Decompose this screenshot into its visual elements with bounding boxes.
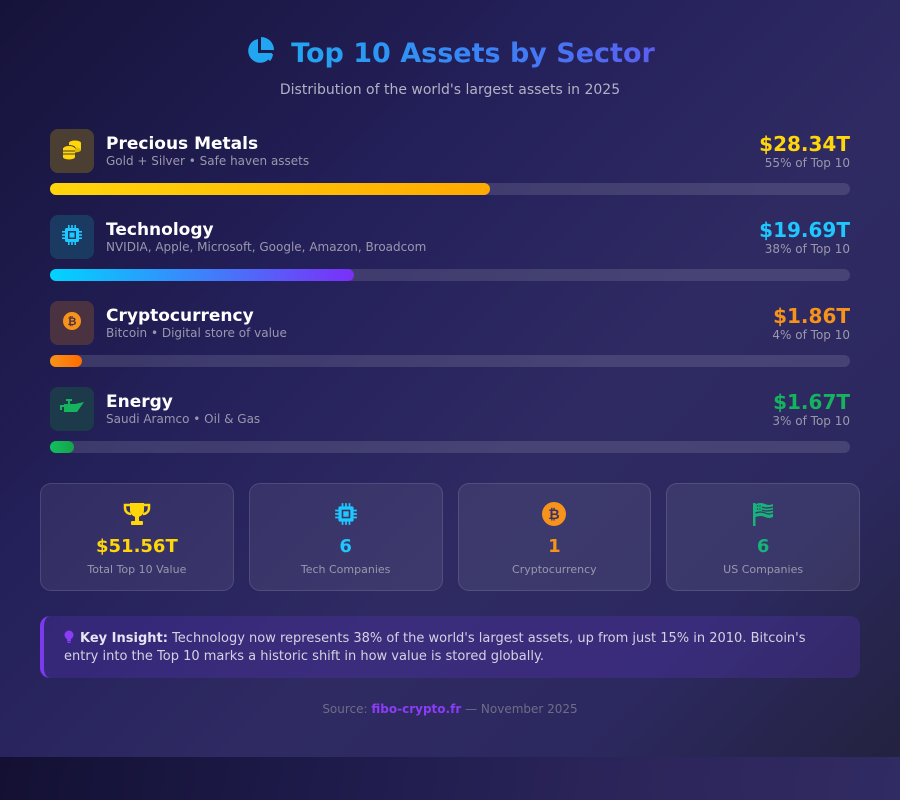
sector-precious-metals: Precious Metals Gold + Silver • Safe hav… xyxy=(50,129,850,199)
sector-description: Bitcoin • Digital store of value xyxy=(106,326,287,340)
sector-energy: Energy Saudi Aramco • Oil & Gas $1.67T 3… xyxy=(50,387,850,457)
sector-share: 55% of Top 10 xyxy=(764,156,850,170)
source-date: — November 2025 xyxy=(465,702,578,716)
stats-row: $51.56T Total Top 10 Value 6 Tech xyxy=(40,483,860,591)
sector-share: 3% of Top 10 xyxy=(772,414,850,428)
oil-can-icon xyxy=(59,397,85,421)
coins-icon xyxy=(60,137,84,165)
svg-text:₿: ₿ xyxy=(549,507,560,523)
chip-icon xyxy=(60,223,84,251)
sector-name: Precious Metals xyxy=(106,134,259,154)
sector-share: 38% of Top 10 xyxy=(764,242,850,256)
stat-card-us-companies: 6 US Companies xyxy=(666,483,860,591)
sector-description: Saudi Aramco • Oil & Gas xyxy=(106,412,261,426)
header: Top 10 Assets by Sector Distribution of … xyxy=(0,36,900,98)
source-footer: Source: fibo-crypto.fr — November 2025 xyxy=(0,702,900,716)
chip-icon xyxy=(333,500,359,528)
progress-bar-fill xyxy=(50,441,74,453)
progress-bar-fill xyxy=(50,269,354,281)
stat-value: $51.56T xyxy=(96,536,178,557)
page-subtitle: Distribution of the world's largest asse… xyxy=(279,82,621,98)
sector-value: $1.86T xyxy=(773,304,850,328)
stat-value: 1 xyxy=(548,536,561,557)
stat-label: US Companies xyxy=(723,563,804,576)
flag-icon xyxy=(751,500,775,528)
bitcoin-icon: ₿ xyxy=(61,310,83,336)
source-link[interactable]: fibo-crypto.fr xyxy=(371,702,462,716)
sector-icon-box xyxy=(50,215,94,259)
source-prefix: Source: xyxy=(322,702,368,716)
stat-value: 6 xyxy=(756,536,770,557)
sector-description: NVIDIA, Apple, Microsoft, Google, Amazon… xyxy=(106,240,427,254)
sector-name: Technology xyxy=(106,220,214,240)
svg-text:₿: ₿ xyxy=(68,315,77,328)
sector-name: Cryptocurrency xyxy=(106,306,254,326)
stat-label: Cryptocurrency xyxy=(512,563,597,576)
sector-value: $28.34T xyxy=(759,132,850,156)
page-title: Top 10 Assets by Sector xyxy=(291,37,655,69)
progress-bar-fill xyxy=(50,355,82,367)
infographic-container: Top 10 Assets by Sector Distribution of … xyxy=(0,0,900,757)
sector-icon-box: ₿ xyxy=(50,301,94,345)
sector-share: 4% of Top 10 xyxy=(772,328,850,342)
progress-bar-track xyxy=(50,183,850,195)
lightbulb-icon xyxy=(64,630,74,649)
sector-name: Energy xyxy=(106,392,173,412)
progress-bar-fill xyxy=(50,183,490,195)
progress-bar-track xyxy=(50,355,850,367)
sector-description: Gold + Silver • Safe haven assets xyxy=(106,154,310,168)
stat-card-total-value: $51.56T Total Top 10 Value xyxy=(40,483,234,591)
stat-label: Total Top 10 Value xyxy=(87,563,187,576)
progress-bar-track xyxy=(50,269,850,281)
stat-value: 6 xyxy=(339,536,352,557)
sector-cryptocurrency: ₿ Cryptocurrency Bitcoin • Digital store… xyxy=(50,301,850,371)
pie-chart-icon xyxy=(245,36,275,70)
sector-technology: Technology NVIDIA, Apple, Microsoft, Goo… xyxy=(50,215,850,285)
stat-card-tech-companies: 6 Tech Companies xyxy=(248,483,443,591)
bitcoin-icon: ₿ xyxy=(541,500,567,528)
stat-card-cryptocurrency: ₿ 1 Cryptocurrency xyxy=(457,483,652,591)
sector-value: $1.67T xyxy=(773,390,850,414)
trophy-icon xyxy=(123,500,151,528)
key-insight-box: Key Insight: Technology now represents 3… xyxy=(40,616,860,678)
stat-label: Tech Companies xyxy=(300,563,391,576)
sector-icon-box xyxy=(50,129,94,173)
insight-label: Key Insight: xyxy=(80,631,168,646)
sector-icon-box xyxy=(50,387,94,431)
insight-text: Technology now represents 38% of the wor… xyxy=(64,631,806,664)
progress-bar-track xyxy=(50,441,850,453)
sector-value: $19.69T xyxy=(759,218,850,242)
